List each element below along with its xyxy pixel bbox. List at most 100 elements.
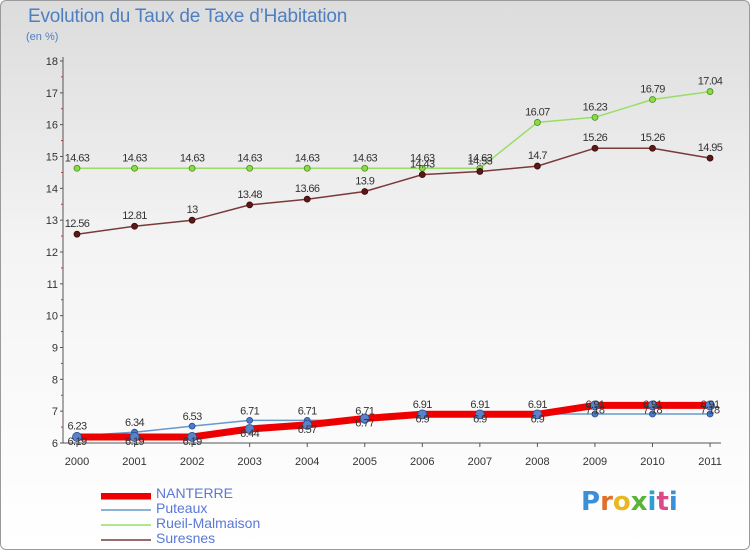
x-tick-label: 2002 [180, 456, 204, 468]
data-point-suresnes [246, 201, 254, 209]
legend-item-puteaux: Puteaux [101, 501, 361, 516]
data-label-suresnes: 14.53 [468, 155, 493, 167]
data-label-suresnes: 14.95 [698, 142, 723, 154]
data-point-suresnes [361, 188, 369, 195]
data-label-suresnes: 14.7 [528, 150, 547, 162]
y-tick-label: 15 [46, 152, 58, 164]
data-point-rueil-malmaison [591, 113, 599, 121]
x-tick-label: 2000 [65, 456, 89, 468]
data-label-rueil-malmaison: 16.23 [583, 101, 608, 113]
y-tick-label: 7 [52, 406, 58, 418]
data-label-nanterre: 6.19 [125, 436, 144, 448]
logo-letter: o [612, 487, 631, 517]
data-label-suresnes: 13 [187, 204, 199, 216]
data-label-suresnes: 13.48 [237, 189, 262, 201]
data-label-rueil-malmaison: 14.63 [352, 152, 377, 164]
data-label-puteaux: 6.91 [413, 399, 432, 411]
data-label-suresnes: 15.26 [640, 132, 665, 144]
data-point-nanterre [647, 400, 658, 411]
x-tick-label: 2003 [237, 456, 261, 468]
logo-letter: x [630, 487, 648, 517]
data-label-puteaux: 6.91 [528, 399, 547, 411]
data-point-puteaux [591, 410, 599, 418]
x-tick-label: 2006 [410, 456, 434, 468]
data-point-nanterre [302, 419, 313, 430]
y-tick-label: 6 [52, 438, 58, 450]
data-label-rueil-malmaison: 16.07 [525, 106, 550, 118]
chart-title: Evolution du Taux de Taxe d’Habitation [28, 6, 348, 27]
data-point-nanterre [187, 432, 198, 442]
data-label-suresnes: 13.9 [355, 176, 374, 188]
data-label-puteaux: 6.91 [585, 399, 604, 411]
legend-swatch-puteaux [101, 509, 151, 511]
data-label-puteaux: 6.91 [643, 399, 662, 411]
data-point-suresnes [73, 230, 81, 238]
legend-label-suresnes: Suresnes [156, 530, 216, 546]
y-tick-label: 13 [46, 215, 58, 227]
data-label-rueil-malmaison: 14.63 [468, 152, 493, 164]
chart-subtitle: (en %) [26, 31, 59, 43]
data-point-nanterre [244, 424, 255, 434]
data-label-puteaux: 6.53 [183, 411, 202, 423]
data-label-rueil-malmaison: 17.04 [698, 76, 723, 88]
y-tick-label: 11 [47, 279, 58, 291]
data-point-suresnes [188, 216, 196, 224]
data-point-suresnes [534, 162, 541, 170]
x-tick-label: 2011 [698, 456, 722, 468]
data-point-rueil-malmaison [649, 96, 656, 103]
x-tick-label: 2007 [468, 456, 492, 468]
data-point-nanterre [72, 432, 82, 442]
data-label-nanterre: 6.57 [298, 424, 317, 436]
series-line-suresnes [76, 147, 711, 235]
data-point-nanterre [590, 400, 600, 411]
data-point-suresnes [131, 222, 138, 230]
data-label-rueil-malmaison: 14.63 [180, 152, 205, 164]
data-point-suresnes [476, 168, 484, 175]
data-label-puteaux: 6.71 [355, 405, 374, 417]
data-point-puteaux [649, 410, 656, 418]
y-tick-label: 9 [52, 343, 58, 355]
data-label-nanterre: 6.19 [183, 436, 202, 448]
data-point-nanterre [532, 409, 543, 420]
data-point-nanterre [129, 432, 140, 442]
series-line-rueil-malmaison [77, 90, 711, 170]
data-label-rueil-malmaison: 14.63 [410, 152, 435, 164]
legend-item-suresnes: Suresnes [101, 531, 361, 546]
data-label-nanterre: 7.18 [585, 404, 604, 416]
data-point-nanterre [705, 400, 715, 411]
y-tick-label: 8 [52, 374, 58, 386]
data-label-puteaux: 6.91 [470, 399, 489, 411]
legend-label-rueil-malmaison: Rueil-Malmaison [156, 515, 261, 531]
y-tick-label: 18 [46, 56, 58, 68]
logo-letter: i [647, 487, 657, 517]
legend-item-nanterre: NANTERRE [101, 486, 361, 501]
data-label-nanterre: 6.19 [67, 436, 86, 448]
data-point-suresnes [591, 144, 599, 152]
data-label-nanterre: 6.44 [240, 428, 259, 440]
logo-letter: t [656, 487, 669, 517]
y-tick-label: 10 [46, 311, 58, 323]
legend-label-nanterre: NANTERRE [156, 485, 234, 501]
data-label-rueil-malmaison: 14.63 [122, 152, 147, 164]
logo-letter: P [581, 487, 601, 517]
data-label-rueil-malmaison: 14.63 [295, 152, 320, 164]
data-point-rueil-malmaison [303, 164, 311, 172]
data-label-nanterre: 7.18 [701, 404, 720, 416]
x-tick-label: 2004 [295, 456, 319, 468]
data-label-puteaux: 6.71 [298, 405, 317, 417]
data-label-nanterre: 7.18 [643, 404, 662, 416]
data-point-rueil-malmaison [131, 164, 138, 172]
legend-label-puteaux: Puteaux [156, 500, 208, 516]
data-point-rueil-malmaison [534, 119, 541, 126]
legend-item-rueil-malmaison: Rueil-Malmaison [101, 516, 361, 531]
data-label-rueil-malmaison: 14.63 [237, 152, 262, 164]
logo-letter: i [668, 487, 678, 517]
data-point-suresnes [303, 195, 311, 203]
data-point-suresnes [418, 171, 426, 179]
data-point-rueil-malmaison [246, 164, 254, 172]
legend-swatch-suresnes [101, 539, 151, 541]
y-tick-label: 12 [46, 247, 58, 259]
x-tick-label: 2008 [525, 456, 549, 468]
